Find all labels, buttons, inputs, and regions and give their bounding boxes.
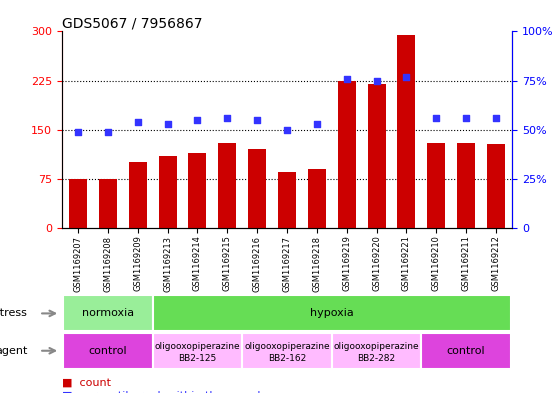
Point <box>461 115 470 121</box>
Point <box>312 121 321 127</box>
Point <box>253 117 262 123</box>
Text: hypoxia: hypoxia <box>310 309 354 318</box>
Point <box>432 115 441 121</box>
Bar <box>189 152 207 228</box>
Text: control: control <box>447 346 486 356</box>
Text: oligooxopiperazine: oligooxopiperazine <box>244 342 330 351</box>
Point <box>133 119 142 125</box>
Bar <box>153 296 511 331</box>
Text: BB2-125: BB2-125 <box>178 354 217 364</box>
Point <box>402 73 411 80</box>
Bar <box>63 296 153 331</box>
Bar <box>427 143 445 228</box>
Bar <box>218 143 236 228</box>
Bar <box>338 81 356 228</box>
Text: agent: agent <box>0 346 27 356</box>
Bar <box>153 333 242 369</box>
Point <box>372 77 381 84</box>
Bar <box>308 169 326 228</box>
Text: oligooxopiperazine: oligooxopiperazine <box>334 342 419 351</box>
Bar <box>332 333 421 369</box>
Bar <box>398 35 416 228</box>
Text: ■  count: ■ count <box>62 377 110 387</box>
Text: stress: stress <box>0 309 27 318</box>
Point <box>104 129 113 135</box>
Bar <box>69 179 87 228</box>
Text: GDS5067 / 7956867: GDS5067 / 7956867 <box>62 16 202 30</box>
Bar <box>129 162 147 228</box>
Bar <box>242 333 332 369</box>
Text: BB2-162: BB2-162 <box>268 354 306 364</box>
Text: control: control <box>88 346 127 356</box>
Bar <box>421 333 511 369</box>
Bar <box>457 143 475 228</box>
Point <box>223 115 232 121</box>
Text: BB2-282: BB2-282 <box>357 354 395 364</box>
Point <box>163 121 172 127</box>
Text: ■  percentile rank within the sample: ■ percentile rank within the sample <box>62 391 267 393</box>
Point <box>492 115 501 121</box>
Point <box>282 127 291 133</box>
Text: normoxia: normoxia <box>82 309 134 318</box>
Bar <box>487 144 505 228</box>
Bar <box>63 333 153 369</box>
Text: oligooxopiperazine: oligooxopiperazine <box>155 342 240 351</box>
Point <box>73 129 82 135</box>
Bar <box>367 84 385 228</box>
Bar <box>248 149 266 228</box>
Point <box>193 117 202 123</box>
Bar <box>99 179 117 228</box>
Point <box>342 75 351 82</box>
Bar <box>278 172 296 228</box>
Bar <box>158 156 176 228</box>
